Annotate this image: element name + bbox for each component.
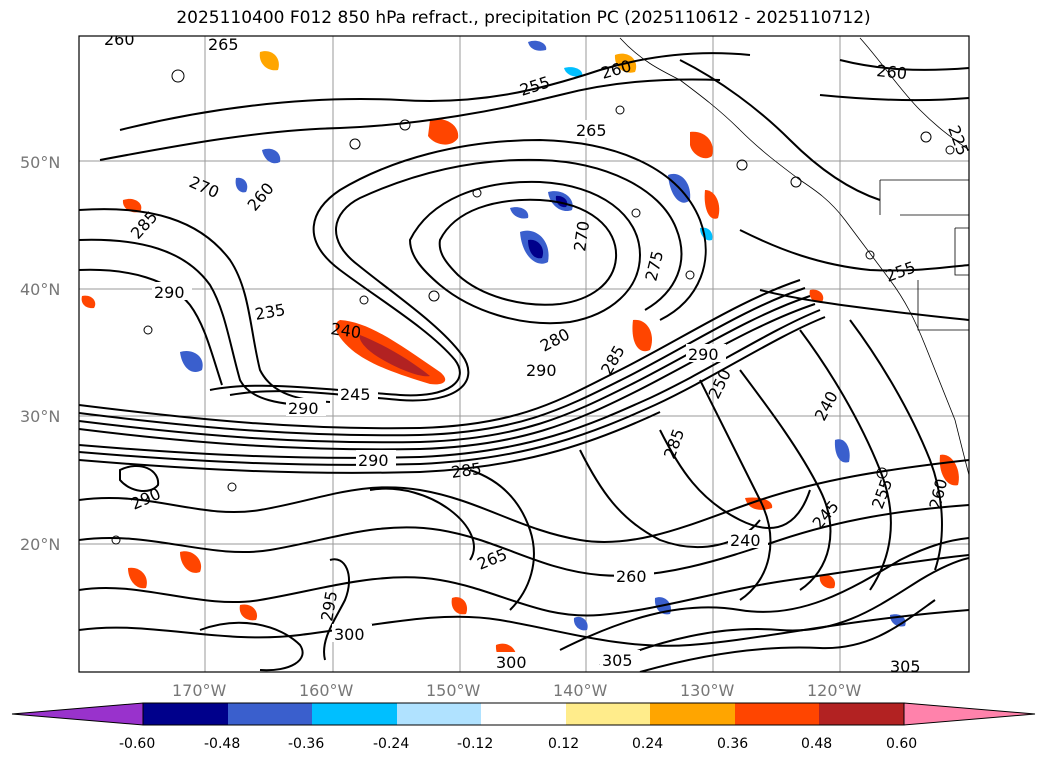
plot-area (79, 36, 969, 672)
contour-label: 270 (570, 220, 593, 253)
lon-label: 140°W (553, 681, 608, 700)
contour-label: 265 (576, 121, 607, 140)
lon-label: 130°W (680, 681, 735, 700)
gridlines (79, 36, 969, 672)
contour-label: 240 (730, 531, 761, 550)
lon-label: 120°W (807, 681, 862, 700)
contour-label: 285 (450, 459, 483, 482)
contour-label: 260 (616, 567, 647, 586)
lat-label: 40°N (20, 280, 61, 299)
contour-label: 300 (496, 653, 527, 672)
colorbar-extend-high (903, 702, 1036, 726)
plot-frame (78, 35, 970, 673)
colorbar-tick-label: -0.12 (457, 736, 494, 752)
colorbar-segment (397, 703, 481, 725)
colorbar-segment (228, 703, 312, 725)
contour-label: 260 (876, 61, 908, 83)
contour-label: 240 (329, 319, 362, 342)
contour-label: 290 (526, 361, 557, 380)
colorbar-tick-label: -0.60 (119, 736, 156, 752)
colorbar-tick-label: -0.48 (204, 736, 241, 752)
colorbar-segment (566, 703, 650, 725)
contour-label: 305 (890, 657, 921, 676)
contour-label: 300 (334, 625, 365, 644)
contour-label: 265 (208, 35, 239, 54)
contour-label: 305 (602, 651, 633, 670)
coastlines (619, 37, 969, 476)
colorbar-tick-label: 0.36 (717, 736, 749, 752)
colorbar-segment (481, 703, 566, 725)
lon-label: 160°W (299, 681, 354, 700)
lon-label: 150°W (426, 681, 481, 700)
contour-label: 290 (688, 345, 719, 364)
colorbar-tick-label: 0.48 (801, 736, 833, 752)
contour-label: 260 (104, 30, 135, 49)
colorbar-tick-label: 0.12 (548, 736, 580, 752)
refractivity-contours (79, 52, 969, 672)
lon-label: 170°W (172, 681, 227, 700)
lat-label: 50°N (20, 153, 61, 172)
contour-label: 290 (154, 283, 185, 302)
colorbar-tick-label: -0.24 (373, 736, 410, 752)
colorbar-segment (143, 703, 228, 725)
lat-label: 30°N (20, 407, 61, 426)
small-contour-rings (111, 69, 955, 545)
colorbar-segment (819, 703, 904, 725)
lat-label: 20°N (20, 535, 61, 554)
colorbar-segment (312, 703, 397, 725)
colorbar-segment (650, 703, 735, 725)
colorbar (11, 702, 1036, 726)
colorbar-extend-low (11, 702, 144, 726)
colorbar-tick-label: 0.24 (632, 736, 664, 752)
map-title: 2025110400 F012 850 hPa refract., precip… (176, 8, 871, 28)
contour-label: 290 (288, 399, 319, 418)
contour-label: 245 (340, 385, 371, 404)
colorbar-segment (735, 703, 819, 725)
contour-label: 290 (358, 451, 389, 470)
colorbar-tick-label: 0.60 (886, 736, 918, 752)
colorbar-tick-label: -0.36 (288, 736, 325, 752)
